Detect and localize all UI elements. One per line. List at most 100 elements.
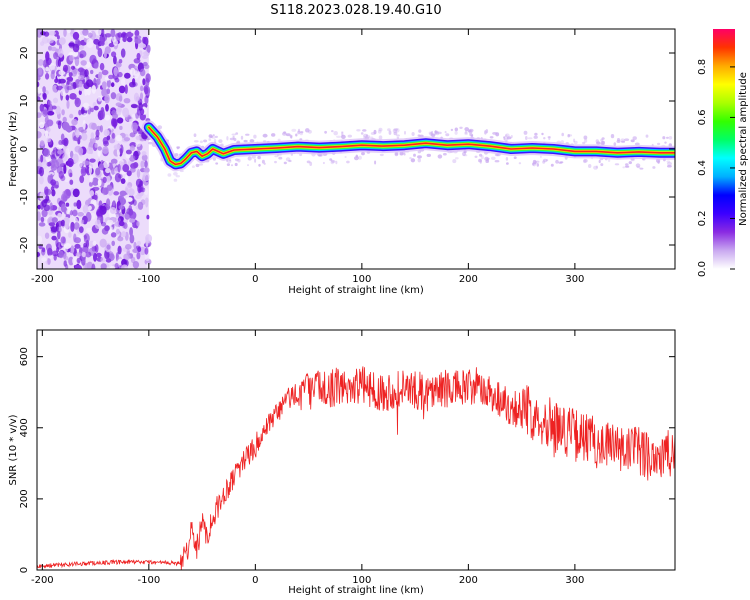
- noise-speck: [76, 257, 81, 264]
- haze-speck: [411, 132, 415, 136]
- noise-speck: [60, 88, 66, 97]
- noise-speck: [111, 109, 117, 116]
- noise-speck: [84, 87, 88, 96]
- noise-speck: [144, 86, 149, 95]
- noise-speck: [109, 265, 115, 269]
- noise-speck: [119, 125, 123, 130]
- haze-speck: [215, 135, 218, 138]
- noise-speck: [139, 113, 146, 121]
- noise-speck: [85, 251, 92, 258]
- noise-speck: [82, 204, 90, 214]
- colorbar: 0.0 0.2 0.4 0.6 0.8 Normalized spectral ampl…: [697, 29, 749, 277]
- haze-speck: [624, 165, 630, 168]
- noise-region: [37, 29, 153, 269]
- haze-speck: [378, 135, 383, 140]
- haze-speck: [403, 153, 406, 156]
- noise-speck: [106, 244, 111, 250]
- haze-speck: [593, 165, 598, 170]
- noise-speck: [100, 256, 106, 263]
- noise-speck: [52, 250, 59, 257]
- haze-speck: [417, 158, 421, 163]
- noise-speck: [63, 164, 67, 174]
- noise-speck: [57, 230, 61, 240]
- noise-speck: [133, 92, 140, 102]
- noise-speck: [133, 241, 137, 250]
- noise-speck: [73, 222, 80, 230]
- noise-speck: [58, 70, 66, 76]
- noise-speck: [126, 36, 133, 43]
- noise-speck: [40, 41, 45, 46]
- snr-plot-area: [37, 330, 675, 570]
- haze-speck: [247, 156, 252, 161]
- haze-speck: [199, 140, 203, 144]
- noise-speck: [144, 247, 149, 255]
- haze-speck: [525, 136, 528, 140]
- noise-speck: [113, 120, 117, 129]
- noise-speck: [60, 193, 68, 202]
- noise-speck: [126, 170, 132, 177]
- noise-speck: [55, 105, 61, 115]
- haze-speck: [523, 130, 528, 135]
- noise-speck: [124, 185, 132, 194]
- haze-speck: [341, 134, 346, 139]
- noise-speck: [47, 257, 51, 265]
- noise-speck: [78, 161, 83, 168]
- noise-speck: [94, 244, 99, 253]
- haze-speck: [474, 155, 478, 158]
- noise-speck: [117, 71, 123, 78]
- haze-speck: [234, 162, 238, 167]
- haze-speck: [261, 159, 265, 164]
- noise-speck: [89, 150, 93, 155]
- noise-speck: [123, 98, 131, 104]
- noise-speck: [113, 39, 118, 46]
- haze-speck: [322, 161, 325, 165]
- noise-speck: [37, 59, 44, 66]
- noise-speck: [80, 60, 87, 66]
- noise-speck: [101, 29, 105, 38]
- noise-speck: [145, 237, 149, 248]
- haze-speck: [582, 141, 586, 145]
- haze-speck: [434, 130, 439, 134]
- noise-speck: [144, 160, 148, 169]
- haze-speck: [639, 167, 644, 170]
- haze-speck: [437, 154, 443, 159]
- noise-speck: [83, 82, 90, 90]
- noise-speck: [65, 94, 70, 101]
- noise-speck: [87, 205, 92, 211]
- noise-speck: [135, 141, 141, 147]
- noise-speck: [75, 29, 80, 32]
- noise-speck: [128, 218, 136, 223]
- noise-speck: [110, 158, 118, 165]
- noise-speck: [66, 99, 70, 109]
- noise-speck: [129, 118, 133, 123]
- noise-speck: [141, 55, 149, 59]
- noise-speck: [102, 146, 109, 154]
- haze-speck: [584, 138, 588, 143]
- noise-speck: [52, 85, 58, 93]
- spectrogram-ytick-label: -20: [19, 237, 30, 253]
- haze-speck: [532, 159, 537, 165]
- noise-speck: [66, 85, 74, 91]
- noise-speck: [65, 148, 70, 155]
- spectrogram-xtick-label: -200: [31, 274, 54, 285]
- noise-speck: [37, 86, 41, 95]
- noise-speck: [137, 128, 143, 135]
- noise-speck: [44, 116, 49, 124]
- noise-speck: [39, 103, 44, 112]
- haze-speck: [418, 129, 422, 133]
- noise-speck: [136, 240, 141, 246]
- haze-speck: [614, 163, 620, 166]
- noise-speck: [123, 137, 131, 142]
- noise-speck: [105, 167, 111, 174]
- snr-frame: [36, 329, 676, 571]
- noise-speck: [137, 201, 144, 210]
- noise-speck: [100, 109, 106, 120]
- haze-speck: [289, 134, 293, 138]
- noise-speck: [58, 78, 66, 84]
- noise-speck: [104, 46, 111, 54]
- snr-xtick-label: 300: [565, 575, 584, 586]
- colorbar-ticks: 0.0 0.2 0.4 0.6 0.8: [697, 59, 735, 277]
- haze-speck: [410, 158, 416, 163]
- haze-speck: [527, 137, 533, 140]
- noise-speck: [119, 86, 126, 93]
